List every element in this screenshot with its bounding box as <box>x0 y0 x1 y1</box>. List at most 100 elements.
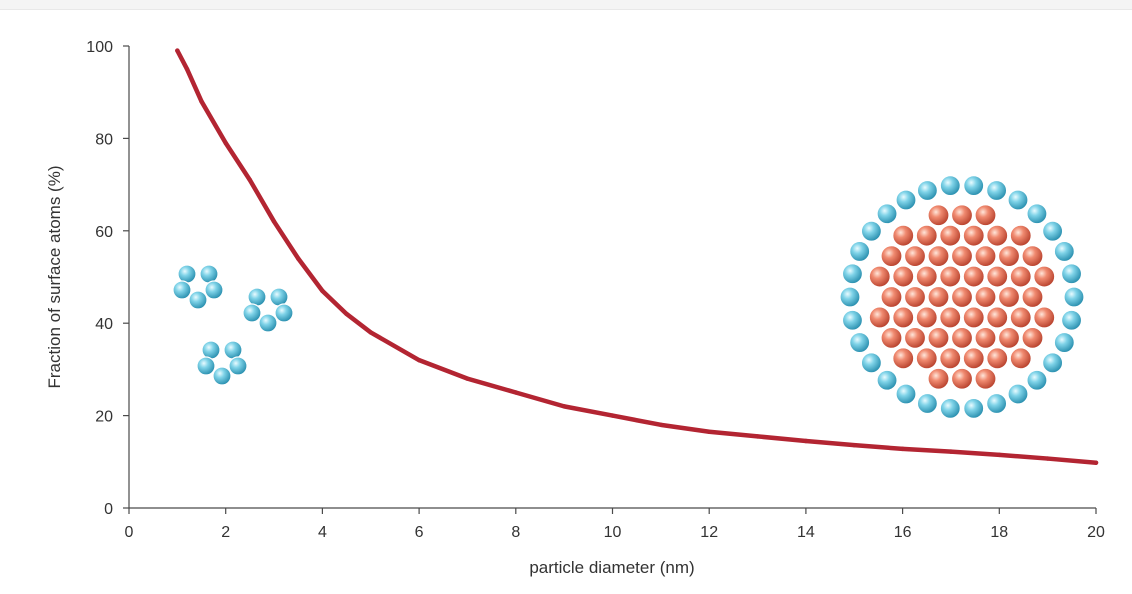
data-point <box>852 442 857 448</box>
atom <box>950 204 974 227</box>
atom <box>841 263 864 285</box>
atom <box>962 265 985 288</box>
atom <box>962 347 985 370</box>
atom <box>1033 306 1056 329</box>
atom-cluster <box>242 287 294 333</box>
data-point <box>175 48 180 53</box>
atom <box>997 285 1021 309</box>
data-point <box>1045 456 1050 461</box>
atom <box>196 356 216 376</box>
data-point <box>247 177 253 183</box>
atom <box>274 303 294 323</box>
x-tick-label: 2 <box>221 524 230 541</box>
atom <box>974 204 997 227</box>
atom <box>974 326 997 349</box>
data-point <box>271 219 277 224</box>
data-point <box>803 438 809 444</box>
series-layer <box>175 48 1099 465</box>
data-point <box>561 404 567 409</box>
atom <box>962 224 985 247</box>
atom <box>974 285 997 309</box>
atom <box>950 285 974 309</box>
atom <box>188 290 208 310</box>
atom <box>895 189 917 211</box>
atom <box>1053 331 1075 354</box>
atom <box>986 392 1008 415</box>
atom <box>927 204 950 227</box>
atom <box>986 179 1008 202</box>
atom <box>1060 263 1083 285</box>
atom <box>986 265 1009 288</box>
atom <box>876 203 898 225</box>
atom <box>974 367 997 390</box>
atom <box>939 175 961 197</box>
data-point <box>199 99 204 104</box>
atom <box>1042 352 1064 374</box>
nanoparticle-cross-section-illustration <box>839 175 1085 419</box>
atom <box>841 309 864 331</box>
atom <box>880 326 903 349</box>
atom <box>204 280 224 300</box>
y-tick-label: 0 <box>104 501 113 518</box>
x-tick-label: 10 <box>604 524 622 541</box>
atom <box>916 392 938 415</box>
atom <box>1042 220 1064 242</box>
x-tick-label: 20 <box>1087 524 1105 541</box>
top-rule <box>0 0 1132 10</box>
atom <box>895 383 917 405</box>
atom <box>1021 285 1044 309</box>
atom <box>212 366 232 386</box>
atom <box>997 326 1021 349</box>
atom <box>1009 347 1032 370</box>
data-point <box>948 449 954 454</box>
atom <box>849 240 871 263</box>
atom <box>223 340 243 360</box>
data-point <box>900 446 905 452</box>
atom <box>927 367 950 390</box>
y-tick-label: 60 <box>95 224 113 241</box>
atom-cluster <box>172 264 224 310</box>
atom <box>892 306 915 329</box>
atom <box>915 265 938 288</box>
atom <box>892 265 915 288</box>
atom <box>269 287 289 307</box>
data-point <box>296 256 301 261</box>
atom <box>915 224 938 247</box>
data-point <box>755 434 760 439</box>
atom <box>1063 286 1085 308</box>
data-point <box>344 311 349 317</box>
y-tick-label: 100 <box>86 39 113 56</box>
data-point <box>368 330 373 335</box>
atom <box>939 265 962 288</box>
atom <box>1060 309 1083 331</box>
atom <box>868 306 891 329</box>
small-atom-cluster-illustration <box>172 264 294 386</box>
x-ticks: 0 2 4 6 8 10 12 14 16 18 20 <box>125 508 1105 541</box>
x-tick-label: 4 <box>318 524 327 541</box>
atom <box>1009 265 1032 288</box>
atom <box>963 397 985 419</box>
data-point <box>320 288 325 294</box>
atom <box>228 356 248 376</box>
atom <box>939 224 962 247</box>
x-tick-label: 8 <box>511 524 520 541</box>
atom <box>892 347 915 370</box>
atom <box>915 347 938 370</box>
x-tick-label: 12 <box>700 524 718 541</box>
atom <box>839 286 861 308</box>
y-tick-label: 40 <box>95 316 113 333</box>
atom <box>962 306 985 329</box>
data-point <box>223 140 228 146</box>
atom <box>242 303 262 323</box>
y-tick-label: 80 <box>95 131 113 148</box>
atom <box>939 306 962 329</box>
atom <box>1026 369 1048 391</box>
atom <box>927 285 950 309</box>
atom <box>927 245 950 268</box>
data-point <box>707 429 712 434</box>
atom <box>1009 224 1032 247</box>
atom <box>880 245 903 268</box>
atom <box>868 265 891 288</box>
atom <box>986 306 1009 329</box>
x-tick-label: 16 <box>894 524 912 541</box>
